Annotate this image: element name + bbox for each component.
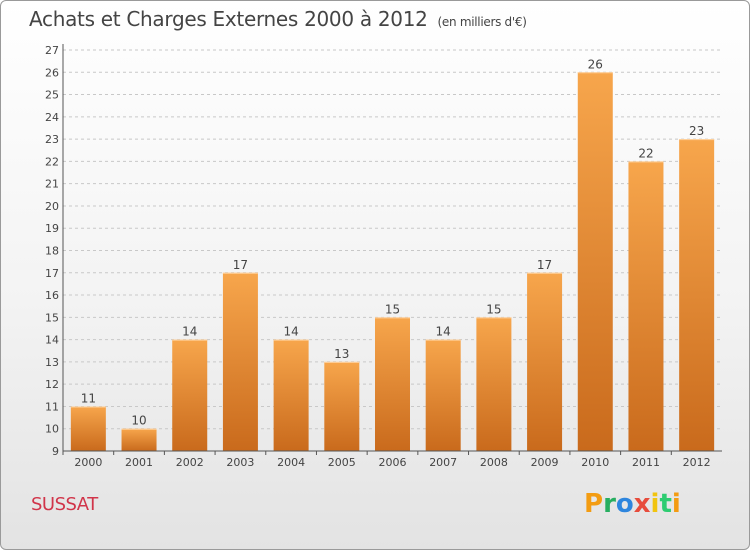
- value-label: 14: [436, 325, 451, 339]
- value-label: 13: [334, 347, 349, 361]
- x-tick-label: 2006: [379, 456, 407, 469]
- x-tick-label: 2002: [176, 456, 204, 469]
- value-label: 14: [182, 325, 197, 339]
- place-name: SUSSAT: [31, 494, 98, 515]
- logo-letter: t: [659, 489, 672, 519]
- bar-2011: [628, 161, 664, 451]
- x-tick-label: 2010: [581, 456, 609, 469]
- y-tick-label: 26: [45, 66, 59, 79]
- chart-unit: (en milliers d'€): [437, 15, 527, 29]
- value-label: 10: [131, 414, 146, 428]
- value-label: 14: [283, 325, 298, 339]
- y-tick-label: 13: [45, 356, 59, 369]
- logo-letter: o: [615, 489, 634, 519]
- bar-2012: [679, 139, 715, 451]
- value-label: 26: [588, 57, 603, 71]
- y-tick-label: 15: [45, 311, 59, 324]
- y-tick-label: 27: [45, 44, 59, 57]
- x-tick-label: 2011: [632, 456, 660, 469]
- y-tick-label: 21: [45, 178, 59, 191]
- x-tick-label: 2012: [683, 456, 711, 469]
- bar-2000: [70, 406, 106, 451]
- x-tick-label: 2008: [480, 456, 508, 469]
- y-tick-label: 16: [45, 289, 59, 302]
- bar-2008: [476, 317, 512, 451]
- logo-letter: i: [650, 489, 660, 519]
- y-tick-label: 10: [45, 423, 59, 436]
- value-labels: 11 10 14 17 14 13 15 14 15 17 26 22 23: [81, 57, 705, 427]
- bar-2007: [425, 339, 461, 451]
- value-label: 15: [385, 302, 400, 316]
- chart-title-text: Achats et Charges Externes 2000 à 2012: [29, 7, 428, 31]
- proxiti-logo: Proxiti: [584, 489, 681, 519]
- bar-2006: [375, 317, 410, 451]
- y-tick-label: 20: [45, 200, 59, 213]
- y-tick-label: 23: [45, 133, 59, 146]
- x-tick-label: 2001: [125, 456, 153, 469]
- y-tick-label: 12: [45, 378, 59, 391]
- y-tick-label: 22: [45, 155, 59, 168]
- value-label: 22: [638, 146, 653, 160]
- bar-2009: [527, 272, 563, 451]
- axes: [62, 44, 722, 452]
- bar-2003: [222, 272, 258, 451]
- value-label: 17: [233, 258, 248, 272]
- logo-letter: P: [584, 489, 604, 519]
- logo-letter: x: [633, 489, 651, 519]
- y-tick-label: 25: [45, 89, 59, 102]
- value-label: 15: [486, 302, 501, 316]
- bar-2005: [324, 361, 360, 451]
- x-tick-label: 2003: [226, 456, 254, 469]
- x-tick-label: 2005: [328, 456, 356, 469]
- bar-2001: [121, 428, 157, 451]
- y-tick-label: 18: [45, 245, 59, 258]
- value-label: 23: [689, 124, 704, 138]
- x-tick-label: 2007: [429, 456, 457, 469]
- bar-2002: [172, 339, 208, 451]
- y-tick-label: 9: [52, 445, 59, 458]
- logo-letter: i: [671, 489, 681, 519]
- logo-letter: r: [603, 489, 616, 519]
- y-tick-label: 11: [45, 400, 59, 413]
- bar-2004: [273, 339, 309, 451]
- bar-2010: [577, 72, 613, 452]
- y-tick-labels: 9 10 11 12 13 14 15 16 17 18 19 20 21 22 23 24 25 26 27: [45, 44, 59, 458]
- x-tick-label: 2004: [277, 456, 305, 469]
- y-tick-label: 14: [45, 334, 59, 347]
- bars: [70, 72, 715, 452]
- value-label: 11: [81, 391, 96, 405]
- chart-title: Achats et Charges Externes 2000 à 2012 (e…: [29, 7, 527, 31]
- y-tick-label: 17: [45, 267, 59, 280]
- y-tick-label: 24: [45, 111, 59, 124]
- x-tick-labels: 2000 2001 2002 2003 2004 2005 2006 2007 2008 2009…: [62, 451, 711, 469]
- value-label: 17: [537, 258, 552, 272]
- x-tick-label: 2009: [531, 456, 559, 469]
- x-tick-label: 2000: [74, 456, 102, 469]
- y-tick-label: 19: [45, 222, 59, 235]
